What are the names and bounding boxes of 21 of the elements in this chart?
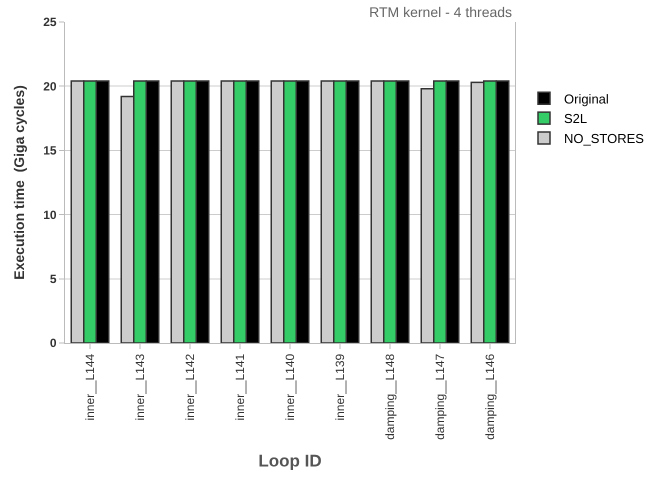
y-tick-label: 20	[43, 79, 57, 94]
y-tick-label: 15	[43, 144, 57, 158]
x-tick-label: damping__L146	[482, 353, 497, 440]
x-tick-label: inner__L142	[182, 353, 197, 421]
x-tick-label: inner__L140	[282, 353, 297, 421]
x-tick-label: damping__L148	[382, 353, 397, 440]
x-axis-title: Loop ID	[258, 451, 322, 470]
x-tick-label: damping__L147	[432, 353, 447, 440]
y-axis-title: Execution time (Giga cycles)	[10, 85, 27, 280]
chart-title: RTM kernel - 4 threads	[369, 4, 512, 20]
y-tick-label: 0	[50, 336, 57, 350]
x-tick-label: inner__L139	[332, 353, 347, 421]
y-tick-label: 10	[43, 208, 57, 222]
legend-label: S2L	[564, 111, 588, 126]
x-tick-label: inner__L141	[232, 353, 247, 421]
legend-label: NO_STORES	[564, 131, 644, 146]
y-tick-label: 25	[43, 15, 57, 30]
y-tick-label: 5	[50, 272, 57, 286]
legend-label: Original	[564, 91, 609, 106]
x-tick-label: inner__L144	[82, 353, 97, 421]
x-tick-label: inner__L143	[132, 353, 147, 421]
